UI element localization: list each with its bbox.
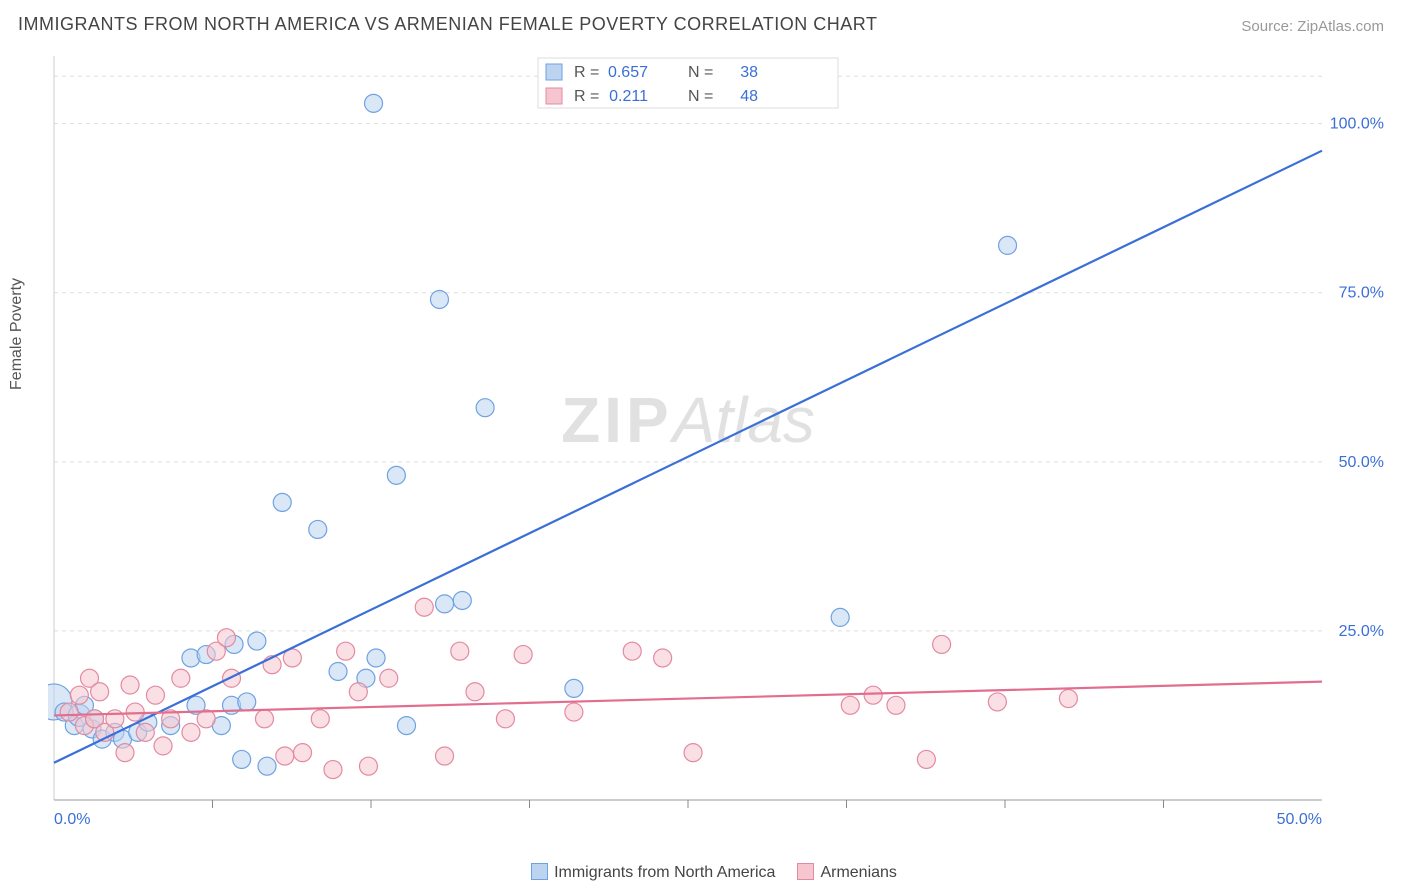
legend-r-value: 0.657 (608, 64, 648, 81)
y-tick-label: 75.0% (1339, 285, 1384, 302)
scatter-point-series-b (146, 686, 164, 704)
scatter-point-series-b (154, 737, 172, 755)
scatter-point-series-b (451, 642, 469, 660)
scatter-point-series-b (1059, 690, 1077, 708)
scatter-point-series-a (565, 679, 583, 697)
scatter-point-series-b (496, 710, 514, 728)
legend-label: Armenians (820, 864, 896, 881)
chart-plot-area: ZIPAtlas 0.0% 50.0% 25.0% 50.0% 75.0% 100.0% R … (48, 48, 1394, 830)
y-tick-label: 50.0% (1339, 454, 1384, 471)
scatter-point-series-b (255, 710, 273, 728)
scatter-point-series-a (367, 649, 385, 667)
scatter-point-series-b (349, 683, 367, 701)
scatter-point-series-a (329, 662, 347, 680)
scatter-point-series-a (430, 290, 448, 308)
scatter-point-series-b (116, 744, 134, 762)
scatter-point-series-a (436, 595, 454, 613)
legend-swatch (546, 64, 562, 80)
y-tick-label: 100.0% (1330, 116, 1384, 133)
scatter-point-series-a (238, 693, 256, 711)
source-attribution: Source: ZipAtlas.com (1241, 18, 1384, 35)
scatter-point-series-b (106, 710, 124, 728)
scatter-point-series-b (933, 635, 951, 653)
scatter-point-series-b (311, 710, 329, 728)
scatter-point-series-a (258, 757, 276, 775)
scatter-point-series-a (248, 632, 266, 650)
y-tick-label: 25.0% (1339, 623, 1384, 640)
scatter-point-series-b (436, 747, 454, 765)
legend-swatch (546, 88, 562, 104)
source-link[interactable]: ZipAtlas.com (1297, 18, 1384, 35)
scatter-point-series-b (864, 686, 882, 704)
scatter-point-series-b (217, 629, 235, 647)
scatter-point-series-a (233, 750, 251, 768)
scatter-point-series-b (514, 646, 532, 664)
scatter-point-series-b (136, 723, 154, 741)
scatter-point-series-a (831, 608, 849, 626)
scatter-point-series-b (415, 598, 433, 616)
y-axis-label: Female Poverty (8, 278, 26, 390)
scatter-point-series-b (294, 744, 312, 762)
scatter-point-series-b (121, 676, 139, 694)
scatter-point-series-a (273, 493, 291, 511)
scatter-point-series-b (684, 744, 702, 762)
legend-swatch (797, 863, 814, 880)
scatter-point-series-a (309, 520, 327, 538)
legend-label: Immigrants from North America (554, 864, 775, 881)
source-label: Source: (1241, 18, 1297, 35)
legend-n-value: 48 (740, 88, 758, 105)
scatter-point-series-b (841, 696, 859, 714)
scatter-point-series-b (565, 703, 583, 721)
scatter-point-series-b (466, 683, 484, 701)
scatter-point-series-b (91, 683, 109, 701)
scatter-point-series-b (380, 669, 398, 687)
scatter-chart-svg: ZIPAtlas 0.0% 50.0% 25.0% 50.0% 75.0% 100.0% R … (48, 48, 1394, 830)
scatter-point-series-b (276, 747, 294, 765)
scatter-point-series-a (398, 717, 416, 735)
scatter-point-series-b (359, 757, 377, 775)
legend-r-value: 0.211 (609, 88, 648, 105)
scatter-point-series-b (172, 669, 190, 687)
scatter-point-series-a (387, 466, 405, 484)
legend-bottom: Immigrants from North America Armenians (0, 863, 1406, 882)
scatter-point-series-b (337, 642, 355, 660)
scatter-point-series-b (623, 642, 641, 660)
legend-swatch (531, 863, 548, 880)
scatter-point-series-b (324, 761, 342, 779)
scatter-point-series-a (999, 236, 1017, 254)
scatter-point-series-b (70, 686, 88, 704)
scatter-point-series-b (60, 703, 78, 721)
scatter-point-series-a (476, 399, 494, 417)
scatter-point-series-b (988, 693, 1006, 711)
legend-r-label: R = (574, 88, 599, 105)
legend-r-label: R = (574, 64, 599, 81)
scatter-point-series-a (365, 94, 383, 112)
x-tick-label: 0.0% (54, 811, 90, 828)
chart-title: IMMIGRANTS FROM NORTH AMERICA VS ARMENIA… (18, 14, 877, 35)
legend-n-label: N = (688, 88, 713, 105)
x-tick-label: 50.0% (1277, 811, 1322, 828)
regression-line-series-a (54, 151, 1322, 763)
watermark: ZIPAtlas (561, 384, 815, 456)
scatter-point-series-b (654, 649, 672, 667)
scatter-point-series-b (887, 696, 905, 714)
legend-n-label: N = (688, 64, 713, 81)
scatter-point-series-b (182, 723, 200, 741)
scatter-point-series-b (917, 750, 935, 768)
legend-n-value: 38 (740, 64, 758, 81)
scatter-point-series-a (453, 591, 471, 609)
